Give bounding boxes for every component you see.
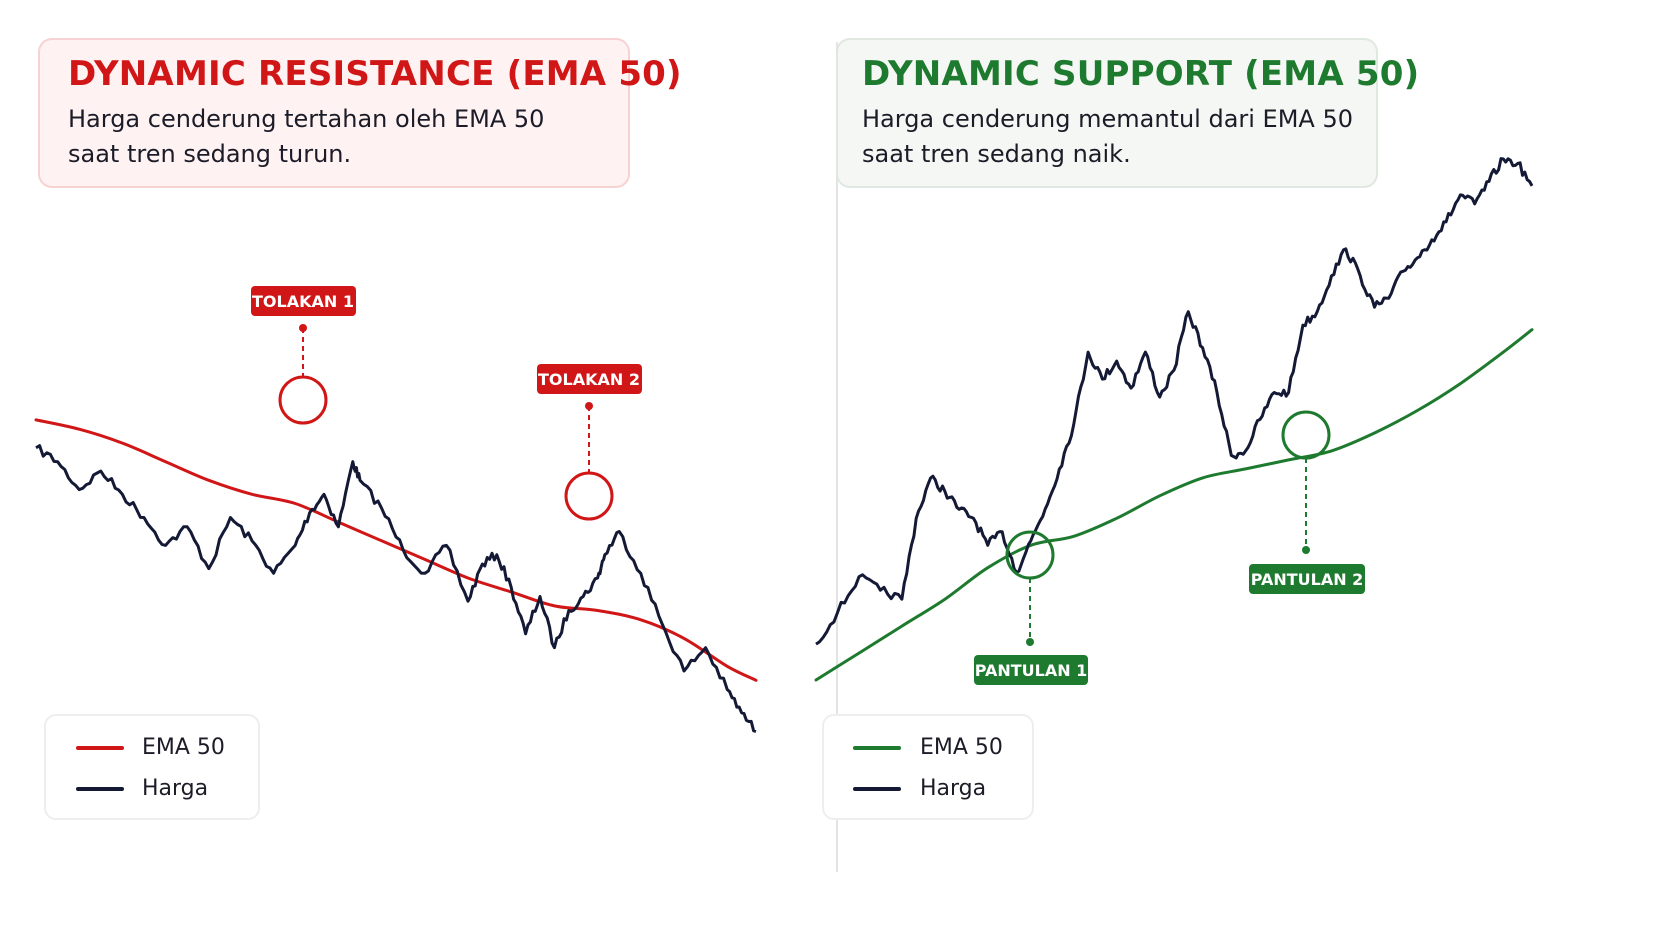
support-marker-2-dot xyxy=(1302,546,1310,554)
resistance-marker-2-dot xyxy=(585,402,593,410)
resistance-marker-1-label: TOLAKAN 1 xyxy=(252,292,354,311)
resistance-legend-price-label: Harga xyxy=(142,776,209,801)
resistance-legend-price-swatch xyxy=(76,787,124,791)
resistance-legend xyxy=(44,714,260,820)
resistance-price-line xyxy=(35,444,757,733)
support-legend-ema-label: EMA 50 xyxy=(920,735,1003,760)
resistance-legend-ema-label: EMA 50 xyxy=(142,735,225,760)
resistance-header-box xyxy=(38,38,630,188)
support-marker-2-label: PANTULAN 2 xyxy=(1251,570,1364,589)
resistance-ema-line xyxy=(34,418,758,682)
support-marker-1: PANTULAN 1 xyxy=(974,530,1088,685)
support-desc-line1: Harga cenderung memantul dari EMA 50 xyxy=(862,105,1354,133)
resistance-desc-line2: saat tren sedang turun. xyxy=(68,140,352,168)
panel-divider xyxy=(836,42,838,872)
support-marker-2-circle xyxy=(1281,410,1331,460)
support-legend xyxy=(822,714,1034,820)
resistance-marker-1-dot xyxy=(299,324,307,332)
resistance-marker-2-label: TOLAKAN 2 xyxy=(538,370,640,389)
support-marker-2: PANTULAN 2 xyxy=(1249,410,1365,594)
resistance-chart: TOLAKAN 1 TOLAKAN 2 xyxy=(34,286,758,733)
support-marker-2-badge xyxy=(1249,564,1365,594)
support-marker-1-badge xyxy=(974,655,1088,685)
support-marker-1-dot xyxy=(1026,638,1034,646)
support-price-line xyxy=(815,157,1534,646)
support-marker-1-label: PANTULAN 1 xyxy=(975,661,1088,680)
resistance-marker-2-badge xyxy=(537,364,642,394)
resistance-marker-1: TOLAKAN 1 xyxy=(251,286,356,425)
support-chart: PANTULAN 1 PANTULAN 2 xyxy=(814,157,1534,685)
support-desc-line2: saat tren sedang naik. xyxy=(862,140,1131,168)
support-legend-ema-swatch xyxy=(853,746,901,750)
resistance-legend-ema-swatch xyxy=(76,746,124,750)
resistance-marker-1-circle xyxy=(278,375,328,425)
resistance-marker-2: TOLAKAN 2 xyxy=(537,364,642,521)
resistance-title: DYNAMIC RESISTANCE (EMA 50) xyxy=(68,54,682,94)
support-ema-line xyxy=(814,328,1534,682)
resistance-marker-1-badge xyxy=(251,286,356,316)
support-title: DYNAMIC SUPPORT (EMA 50) xyxy=(862,54,1420,94)
resistance-marker-2-circle xyxy=(564,471,614,521)
support-legend-price-swatch xyxy=(853,787,901,791)
resistance-desc-line1: Harga cenderung tertahan oleh EMA 50 xyxy=(68,105,545,133)
support-legend-price-label: Harga xyxy=(920,776,987,801)
